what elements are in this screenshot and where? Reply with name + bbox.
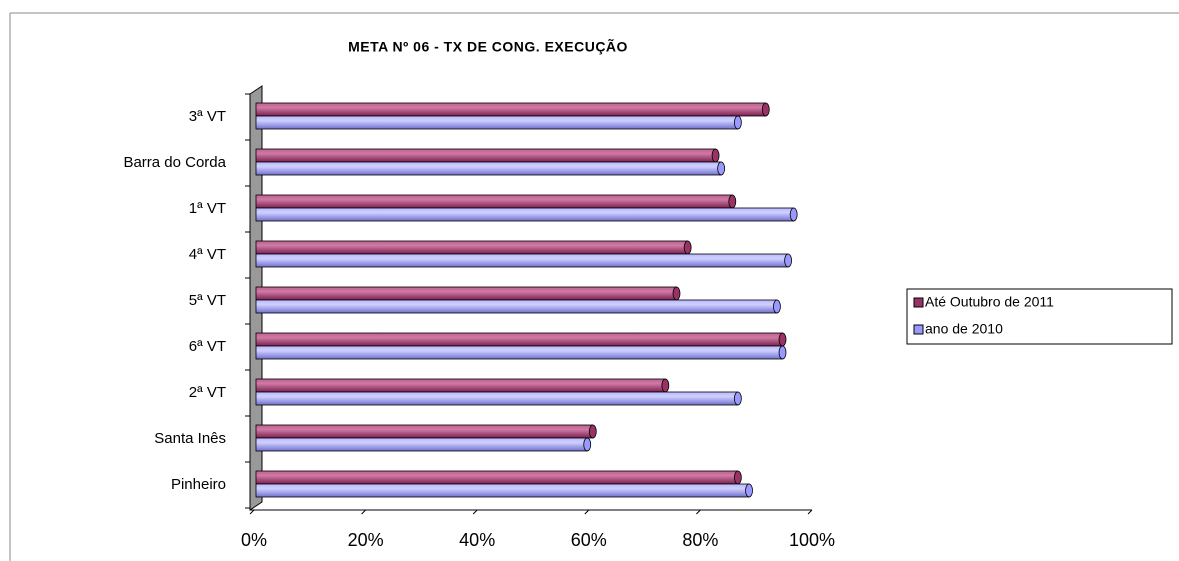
y-tick-label: 5ª VT — [189, 292, 226, 309]
bar-body — [255, 299, 778, 314]
bar-body — [255, 424, 594, 439]
bar-body — [255, 207, 795, 222]
x-tick — [584, 509, 590, 515]
bar-cap — [733, 470, 742, 485]
bar — [255, 332, 787, 347]
x-tick-label: 20% — [348, 530, 384, 550]
y-tick-label: 2ª VT — [189, 384, 226, 401]
bar-body — [255, 437, 588, 452]
y-tick-label: Santa Inês — [154, 430, 226, 447]
x-tick-label: 40% — [459, 530, 495, 550]
bar — [255, 207, 798, 222]
bar-body — [255, 115, 739, 130]
x-tick — [361, 509, 366, 515]
bar — [255, 437, 592, 452]
legend-swatch — [913, 324, 924, 335]
bar-cap — [745, 483, 753, 498]
bar-body — [255, 194, 733, 209]
bar — [255, 391, 742, 406]
bar-cap — [733, 391, 742, 406]
x-tick — [249, 509, 255, 515]
bar-cap — [784, 253, 792, 268]
bar-body — [255, 161, 722, 176]
bar-cap — [711, 148, 720, 163]
bar — [255, 345, 787, 360]
bar-body — [255, 332, 783, 347]
bar-body — [255, 470, 739, 485]
bar-body — [255, 391, 739, 406]
bar-cap — [717, 161, 726, 176]
bar-body — [255, 253, 789, 268]
bar — [255, 483, 753, 498]
bar — [255, 148, 720, 163]
x-tick-label: 0% — [241, 530, 267, 550]
bar — [255, 286, 681, 301]
y-tick-label: 4ª VT — [189, 246, 226, 263]
bar-cap — [789, 207, 798, 222]
x-tick — [472, 509, 478, 515]
bar-cap — [683, 240, 692, 255]
bar — [255, 102, 770, 117]
x-tick-label: 80% — [682, 530, 718, 550]
bar-cap — [773, 299, 781, 314]
x-tick-label: 100% — [789, 530, 835, 550]
y-tick-label: 6ª VT — [189, 338, 226, 355]
bar-body — [255, 148, 716, 163]
bar-cap — [728, 194, 737, 209]
chart-title: META Nº 06 - TX DE CONG. EXECUÇÃO — [348, 38, 628, 55]
legend-box — [906, 288, 1173, 345]
x-tick — [807, 509, 813, 515]
bar-cap — [733, 115, 742, 130]
bar-cap — [588, 424, 597, 439]
bar-body — [255, 102, 767, 117]
bar-body — [255, 286, 677, 301]
bar — [255, 253, 792, 268]
bar-body — [255, 240, 689, 255]
bar-body — [255, 483, 750, 498]
bar — [255, 470, 742, 485]
y-tick-label: Pinheiro — [171, 476, 226, 493]
bar-cap — [583, 437, 592, 452]
x-tick-label: 60% — [571, 530, 607, 550]
bar — [255, 378, 670, 393]
legend-swatch — [913, 297, 924, 308]
bar — [255, 115, 742, 130]
bar — [255, 424, 597, 439]
legend-label: Até Outubro de 2011 — [925, 294, 1054, 310]
bar — [255, 161, 726, 176]
bar — [255, 240, 692, 255]
bar-cap — [761, 102, 770, 117]
legend-label: ano de 2010 — [925, 321, 1003, 337]
bar — [255, 299, 781, 314]
bar-body — [255, 345, 783, 360]
bar-cap — [778, 345, 787, 360]
y-tick-label: Barra do Corda — [123, 154, 226, 171]
y-tick-label: 3ª VT — [189, 108, 226, 125]
bar-cap — [778, 332, 787, 347]
bar — [255, 194, 737, 209]
x-tick — [696, 509, 701, 515]
bar-cap — [672, 286, 681, 301]
bar-body — [255, 378, 666, 393]
bar-cap — [661, 378, 670, 393]
y-tick-label: 1ª VT — [189, 200, 226, 217]
